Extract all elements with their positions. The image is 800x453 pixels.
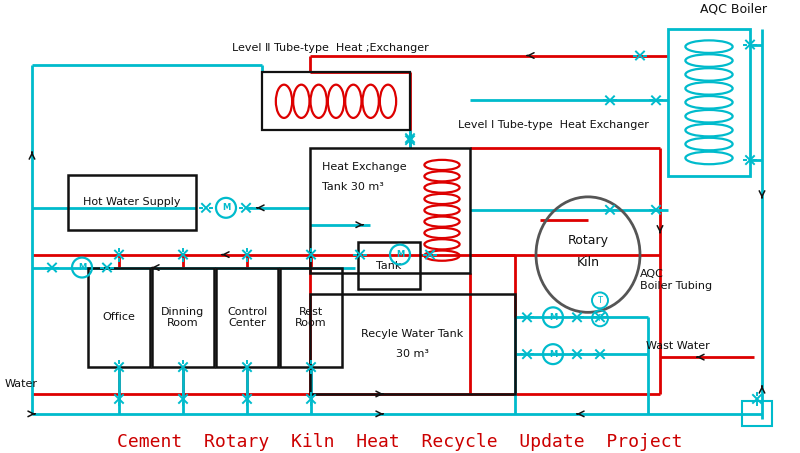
Text: T: T	[598, 296, 602, 305]
Bar	[262, 72, 410, 130]
Text: AQC: AQC	[640, 270, 664, 280]
Text: Tank: Tank	[376, 260, 402, 270]
Text: M: M	[78, 263, 86, 272]
Text: M: M	[396, 250, 404, 259]
Text: Office: Office	[102, 312, 135, 323]
Bar	[152, 268, 214, 367]
Bar	[310, 294, 515, 394]
Bar	[88, 268, 150, 367]
Text: M: M	[549, 350, 557, 359]
Bar	[742, 401, 772, 426]
Text: Heat Exchange: Heat Exchange	[322, 162, 406, 172]
Bar	[216, 268, 278, 367]
Text: 30 m³: 30 m³	[396, 349, 429, 359]
Text: Cement  Rotary  Kiln  Heat  Recycle  Update  Project: Cement Rotary Kiln Heat Recycle Update P…	[118, 433, 682, 451]
Text: AQC Boiler: AQC Boiler	[700, 3, 767, 16]
Text: Level Ⅱ Tube-type  Heat ;Exchanger: Level Ⅱ Tube-type Heat ;Exchanger	[232, 43, 429, 53]
Bar	[668, 29, 750, 176]
Text: Control
Center: Control Center	[227, 307, 267, 328]
Text: Rest
Room: Rest Room	[295, 307, 327, 328]
Text: Tank 30 m³: Tank 30 m³	[322, 182, 384, 192]
Text: Boiler Tubing: Boiler Tubing	[640, 281, 712, 291]
Bar	[310, 148, 470, 273]
Text: Water: Water	[5, 379, 38, 389]
Text: M: M	[549, 313, 557, 322]
Text: M: M	[222, 203, 230, 212]
Text: P: P	[598, 314, 602, 323]
Bar	[280, 268, 342, 367]
Text: Dinning
Room: Dinning Room	[162, 307, 205, 328]
Text: Kiln: Kiln	[577, 256, 599, 269]
Bar	[68, 175, 196, 230]
Text: Rotary: Rotary	[567, 234, 609, 247]
Bar	[358, 241, 420, 289]
Text: Wast Water: Wast Water	[646, 341, 710, 351]
Text: Hot Water Supply: Hot Water Supply	[83, 198, 181, 207]
Text: Level Ⅰ Tube-type  Heat Exchanger: Level Ⅰ Tube-type Heat Exchanger	[458, 120, 649, 130]
Text: Recyle Water Tank: Recyle Water Tank	[362, 329, 464, 339]
